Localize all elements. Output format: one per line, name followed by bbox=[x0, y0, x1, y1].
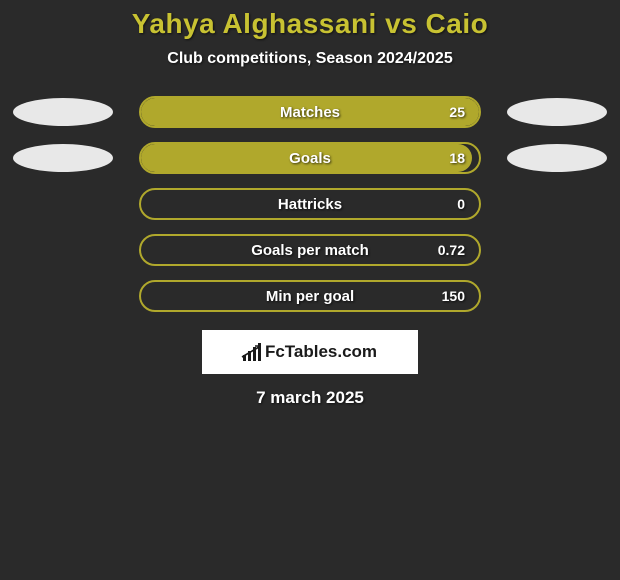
stat-bar-value: 0.72 bbox=[438, 236, 465, 264]
stat-bar-label: Goals bbox=[141, 144, 479, 172]
chart-icon bbox=[243, 343, 261, 361]
right-ellipse bbox=[507, 144, 607, 172]
stat-bar: Goals18 bbox=[139, 142, 481, 174]
stat-row: Goals per match0.72 bbox=[0, 234, 620, 266]
stat-bar-value: 0 bbox=[457, 190, 465, 218]
comparison-infographic: Yahya Alghassani vs Caio Club competitio… bbox=[0, 0, 620, 408]
logo-text: FcTables.com bbox=[265, 342, 377, 362]
right-ellipse bbox=[507, 98, 607, 126]
date-label: 7 march 2025 bbox=[0, 388, 620, 408]
stat-rows: Matches25 Goals18 Hattricks0 Goals per matc… bbox=[0, 96, 620, 312]
stat-bar-value: 25 bbox=[449, 98, 465, 126]
stat-row: Hattricks0 bbox=[0, 188, 620, 220]
stat-bar-label: Goals per match bbox=[141, 236, 479, 264]
stat-bar-value: 18 bbox=[449, 144, 465, 172]
stat-bar-label: Matches bbox=[141, 98, 479, 126]
fctables-logo: FcTables.com bbox=[202, 330, 418, 374]
stat-row: Min per goal150 bbox=[0, 280, 620, 312]
stat-bar: Min per goal150 bbox=[139, 280, 481, 312]
subtitle: Club competitions, Season 2024/2025 bbox=[0, 50, 620, 68]
left-ellipse bbox=[13, 144, 113, 172]
stat-row: Goals18 bbox=[0, 142, 620, 174]
stat-bar: Matches25 bbox=[139, 96, 481, 128]
stat-row: Matches25 bbox=[0, 96, 620, 128]
left-ellipse bbox=[13, 98, 113, 126]
page-title: Yahya Alghassani vs Caio bbox=[0, 8, 620, 40]
stat-bar-label: Hattricks bbox=[141, 190, 479, 218]
stat-bar: Hattricks0 bbox=[139, 188, 481, 220]
stat-bar: Goals per match0.72 bbox=[139, 234, 481, 266]
stat-bar-label: Min per goal bbox=[141, 282, 479, 310]
stat-bar-value: 150 bbox=[442, 282, 465, 310]
